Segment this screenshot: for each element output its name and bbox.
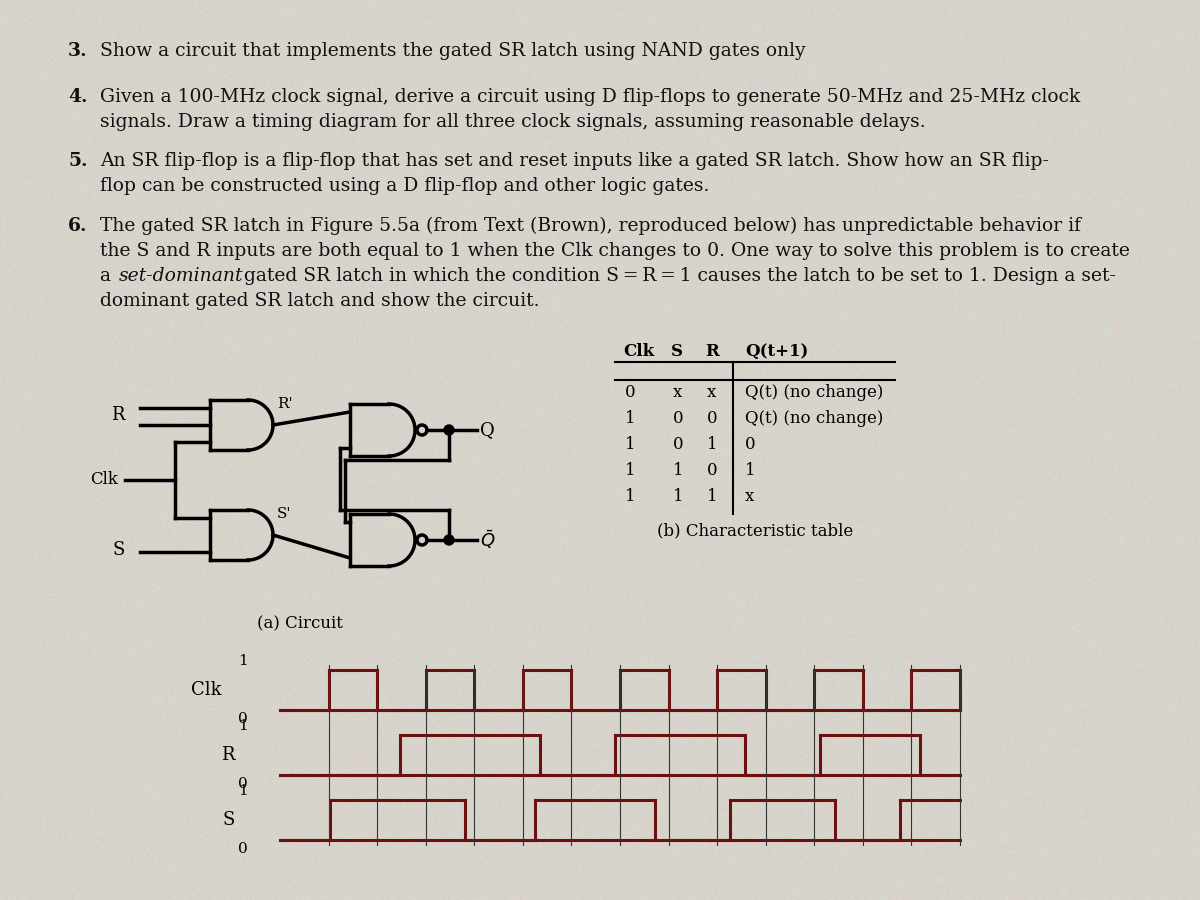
Text: 0: 0 <box>239 777 248 791</box>
Circle shape <box>444 425 454 435</box>
Text: 1: 1 <box>625 436 636 453</box>
Text: S: S <box>223 811 235 829</box>
Text: 0: 0 <box>239 842 248 856</box>
Text: R: R <box>706 343 719 360</box>
Text: x: x <box>673 384 683 401</box>
Text: 0: 0 <box>673 436 684 453</box>
Text: 1: 1 <box>239 719 248 733</box>
Text: The gated SR latch in Figure 5.5a (from Text (Brown), reproduced below) has unpr: The gated SR latch in Figure 5.5a (from … <box>100 217 1081 235</box>
Text: 1: 1 <box>625 488 636 505</box>
Text: Q: Q <box>480 421 494 439</box>
Text: Clk: Clk <box>191 681 222 699</box>
Text: 1: 1 <box>239 784 248 798</box>
Text: Q(t+1): Q(t+1) <box>745 343 809 360</box>
Text: Q(t) (no change): Q(t) (no change) <box>745 384 883 401</box>
Text: (b) Characteristic table: (b) Characteristic table <box>656 522 853 539</box>
Text: 4.: 4. <box>68 88 88 106</box>
Text: a: a <box>100 267 118 285</box>
Text: R: R <box>222 746 235 764</box>
Text: dominant gated SR latch and show the circuit.: dominant gated SR latch and show the cir… <box>100 292 540 310</box>
Text: 1: 1 <box>673 488 684 505</box>
Text: Clk: Clk <box>623 343 654 360</box>
Text: Show a circuit that implements the gated SR latch using NAND gates only: Show a circuit that implements the gated… <box>100 42 805 60</box>
Text: 5.: 5. <box>68 152 88 170</box>
Text: 3.: 3. <box>68 42 88 60</box>
Text: x: x <box>745 488 755 505</box>
Text: flop can be constructed using a D flip-flop and other logic gates.: flop can be constructed using a D flip-f… <box>100 177 709 195</box>
Text: S: S <box>671 343 683 360</box>
Text: 1: 1 <box>707 436 718 453</box>
Text: signals. Draw a timing diagram for all three clock signals, assuming reasonable : signals. Draw a timing diagram for all t… <box>100 113 925 131</box>
Text: R': R' <box>277 397 293 411</box>
Text: 0: 0 <box>625 384 636 401</box>
Text: gated SR latch in which the condition S = R = 1 causes the latch to be set to 1.: gated SR latch in which the condition S … <box>238 267 1116 285</box>
Text: S': S' <box>277 507 292 521</box>
Text: 6.: 6. <box>68 217 88 235</box>
Text: $\bar{Q}$: $\bar{Q}$ <box>480 528 496 552</box>
Text: the S and R inputs are both equal to 1 when the Clk changes to 0. One way to sol: the S and R inputs are both equal to 1 w… <box>100 242 1130 260</box>
Circle shape <box>444 535 454 545</box>
Text: 0: 0 <box>239 712 248 726</box>
Text: 1: 1 <box>707 488 718 505</box>
Text: Q(t) (no change): Q(t) (no change) <box>745 410 883 427</box>
Text: Given a 100-MHz clock signal, derive a circuit using D flip-flops to generate 50: Given a 100-MHz clock signal, derive a c… <box>100 88 1080 106</box>
Text: 1: 1 <box>673 462 684 479</box>
Text: 0: 0 <box>745 436 756 453</box>
Text: 1: 1 <box>625 410 636 427</box>
Text: Clk: Clk <box>90 472 118 489</box>
Text: R: R <box>112 406 125 424</box>
Text: 0: 0 <box>673 410 684 427</box>
Text: x: x <box>707 384 716 401</box>
Text: An SR flip-flop is a flip-flop that has set and reset inputs like a gated SR lat: An SR flip-flop is a flip-flop that has … <box>100 152 1049 170</box>
Text: 1: 1 <box>239 654 248 668</box>
Text: S: S <box>113 541 125 559</box>
Text: 1: 1 <box>745 462 756 479</box>
Text: (a) Circuit: (a) Circuit <box>257 615 343 632</box>
Text: 0: 0 <box>707 410 718 427</box>
Text: set-dominant: set-dominant <box>119 267 244 285</box>
Text: 1: 1 <box>625 462 636 479</box>
Text: 0: 0 <box>707 462 718 479</box>
